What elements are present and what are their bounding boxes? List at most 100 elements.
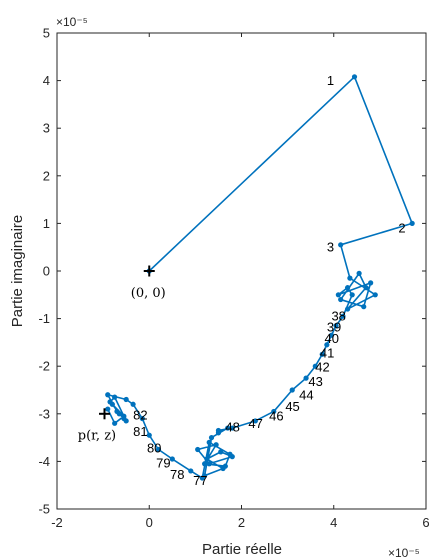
marker-label: (0, 0): [131, 286, 166, 301]
x-tick-label: 4: [330, 515, 337, 530]
data-point: [349, 292, 355, 298]
point-number-label: 48: [225, 420, 239, 435]
point-number-label: 46: [269, 409, 283, 424]
data-point: [335, 292, 341, 298]
x-axis-title: Partie réelle: [202, 541, 282, 558]
data-point: [409, 220, 415, 226]
data-point: [344, 306, 351, 312]
y-tick-label: -4: [38, 454, 50, 469]
point-number-label: 80: [147, 441, 161, 456]
data-point: [215, 430, 222, 436]
data-point: [218, 449, 224, 455]
y-tick-label: 1: [43, 216, 50, 231]
data-point: [347, 275, 353, 281]
data-point: [328, 332, 335, 338]
data-point: [338, 296, 344, 303]
data-point: [227, 451, 233, 457]
point-number-label: 41: [320, 345, 334, 360]
data-point: [204, 456, 210, 462]
data-point: [112, 420, 118, 426]
data-point: [340, 313, 346, 319]
point-number-label: 47: [248, 416, 262, 431]
y-tick-label: -5: [38, 502, 50, 517]
y-axis-title: Partie imaginaire: [9, 215, 26, 328]
data-point: [338, 242, 344, 248]
y-exponent-label: ×10⁻⁵: [56, 15, 88, 29]
data-point: [229, 425, 235, 431]
y-tick-label: 5: [43, 26, 50, 41]
series-layer: [105, 74, 415, 481]
data-point: [105, 392, 111, 398]
data-point: [225, 425, 231, 431]
marker-layer: (0, 0) p(r, z): [78, 265, 166, 444]
data-point: [312, 363, 318, 369]
point-number-label: 78: [170, 467, 184, 482]
data-point: [146, 432, 152, 438]
data-point: [112, 394, 118, 400]
data-point: [206, 461, 212, 467]
point-number-label: 40: [325, 331, 339, 346]
data-point: [252, 418, 258, 424]
y-tick-label: 4: [43, 73, 50, 88]
point-number-label: 3: [327, 240, 334, 255]
data-point: [208, 435, 215, 441]
data-point: [361, 304, 367, 310]
y-tick-label: 2: [43, 168, 50, 183]
data-point: [123, 396, 129, 403]
y-tick-label: 3: [43, 121, 50, 136]
x-tick-label: -2: [51, 515, 63, 530]
data-point: [271, 408, 277, 415]
y-tick-label: -2: [38, 359, 50, 374]
data-point: [202, 461, 208, 467]
data-point: [188, 468, 194, 474]
data-point: [372, 292, 378, 298]
point-number-label: 39: [327, 320, 341, 335]
point-number-label: 38: [331, 309, 345, 324]
point-number-label: 43: [308, 374, 322, 389]
point-number-label: 2: [398, 221, 405, 236]
x-tick-label: 6: [422, 515, 429, 530]
data-point: [289, 387, 295, 393]
y-tick-label: -1: [38, 311, 50, 326]
data-point: [107, 399, 113, 405]
point-number-label: 42: [315, 360, 329, 375]
point-number-label: 45: [285, 399, 299, 414]
data-point: [213, 442, 219, 448]
marker-label: p(r, z): [78, 429, 116, 444]
data-point: [303, 375, 309, 381]
point-number-label: 79: [156, 455, 170, 470]
data-point: [139, 415, 145, 422]
data-point: [368, 280, 374, 286]
y-tick-label: -3: [38, 406, 50, 421]
x-tick-label: 2: [238, 515, 245, 530]
x-exponent-label: ×10⁻⁵: [388, 546, 420, 560]
data-point: [116, 411, 122, 417]
data-point: [333, 323, 339, 329]
data-point: [344, 285, 351, 291]
data-point: [351, 74, 358, 80]
data-point: [199, 475, 205, 481]
data-point: [130, 401, 136, 407]
point-number-label: 77: [193, 473, 207, 488]
point-number-label: 44: [299, 387, 313, 402]
y-tick-label: 0: [43, 264, 50, 279]
point-number-label: 1: [327, 73, 334, 88]
data-point: [363, 285, 369, 291]
data-point: [324, 342, 330, 348]
data-point: [319, 351, 325, 357]
plot-area: [57, 33, 426, 509]
x-tick-label: 0: [146, 515, 153, 530]
data-point: [195, 446, 201, 453]
x-axis: -2 0 2 4 6: [51, 33, 430, 530]
data-point: [155, 446, 162, 453]
point-number-label: 82: [133, 408, 147, 423]
data-point: [206, 439, 212, 445]
data-point: [169, 456, 175, 462]
data-point: [121, 413, 127, 419]
data-point: [222, 463, 228, 469]
point-number-label: 81: [133, 424, 147, 439]
data-point: [123, 418, 129, 424]
